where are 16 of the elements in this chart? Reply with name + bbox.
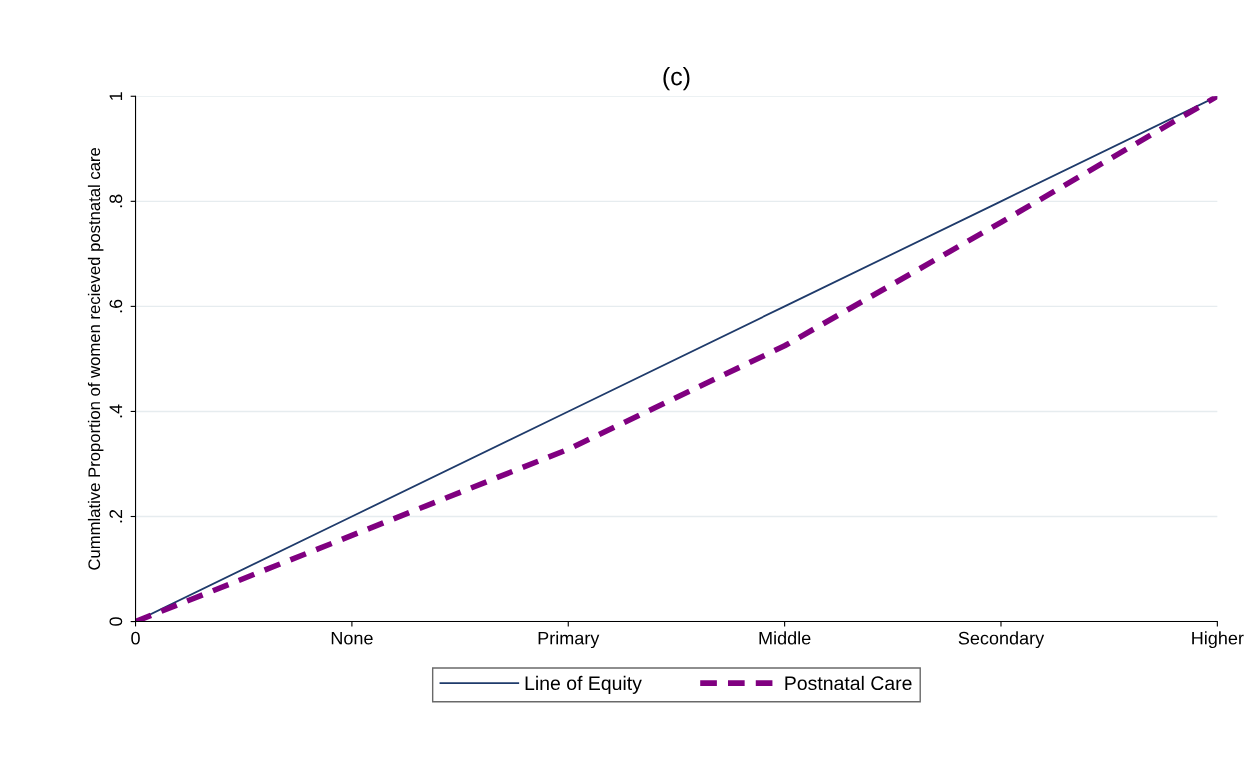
y-tick-label: .6: [109, 299, 123, 313]
legend-label: Line of Equity: [525, 675, 642, 694]
x-tick-label: Secondary: [958, 631, 1045, 649]
y-tick-label: 1: [109, 92, 123, 100]
legend-label: Postnatal Care: [785, 675, 912, 691]
x-tick-label: Primary: [538, 631, 600, 649]
x-tick-label: Higher: [1192, 631, 1244, 649]
y-tick-label: .4: [109, 404, 123, 418]
y-tick-label: .2: [109, 509, 123, 523]
x-tick-label: None: [331, 631, 373, 645]
y-tick-label: .8: [109, 194, 123, 208]
x-tick-label: Middle: [759, 631, 811, 645]
y-axis-title: Cummlative Proportion of women recieved postnatal care: [87, 147, 104, 570]
x-tick-label: 0: [131, 631, 140, 645]
y-tick-label: 0: [109, 617, 123, 626]
chart-title: (c): [663, 67, 690, 91]
